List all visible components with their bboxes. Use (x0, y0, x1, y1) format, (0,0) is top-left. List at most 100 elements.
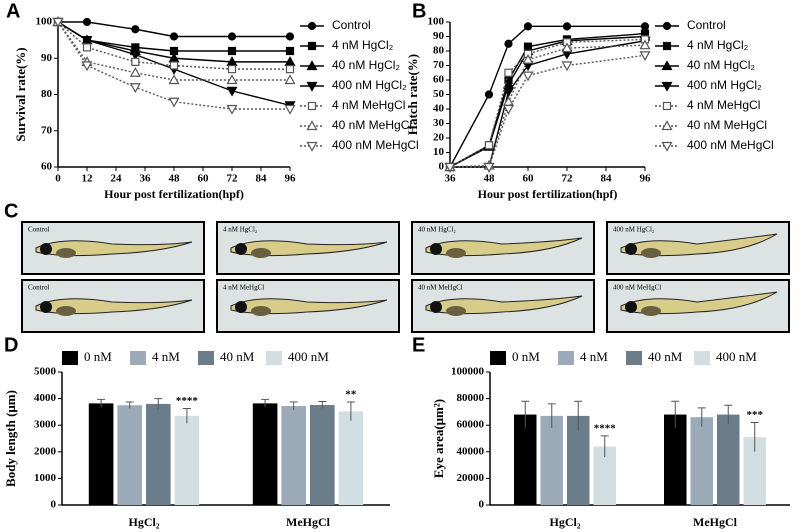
y-axis-label: Survival rate(%) (13, 47, 28, 141)
x-axis-label: Hour post fertilization(hpf) (104, 187, 244, 201)
error-bar (671, 400, 680, 428)
marker (168, 74, 180, 85)
x-tick-label: MeHgCl (286, 515, 331, 529)
legend-marker (662, 101, 672, 111)
image-label: 40 nM HgCl₂ (418, 226, 456, 234)
marker (227, 65, 237, 74)
marker (226, 86, 238, 97)
error-bar (97, 398, 106, 408)
larva-yolk (251, 306, 271, 316)
bar (252, 403, 278, 505)
y-tick-label: 60000 (457, 419, 485, 431)
marker (129, 67, 141, 77)
marker (284, 74, 296, 85)
legend-label: 4 nM (152, 349, 180, 364)
marker (522, 71, 534, 82)
legend-swatch (130, 351, 146, 365)
panel-label: B (412, 0, 426, 22)
larva-body (620, 291, 778, 315)
series-line (57, 21, 290, 81)
marker (169, 61, 179, 70)
legend-swatch (558, 351, 574, 365)
x-tick-label: 48 (169, 173, 181, 185)
error-bar (125, 401, 134, 409)
legend-label: 0 nM (84, 349, 112, 364)
legend-swatch (626, 351, 642, 365)
y-tick-label: 80000 (457, 392, 485, 404)
marker (504, 68, 513, 77)
marker (640, 22, 650, 31)
bar (743, 437, 766, 505)
significance: **** (594, 422, 617, 434)
y-tick-label: 100 (36, 16, 53, 28)
legend-label: 40 nM (220, 349, 255, 364)
y-tick-label: 100000 (451, 366, 485, 378)
larva-yolk (56, 248, 76, 258)
x-tick-label: MeHgCl (693, 515, 738, 529)
larva-yolk (446, 306, 466, 316)
image-label: 400 nM HgCl₂ (613, 226, 655, 234)
legend-marker (307, 21, 317, 31)
bar (664, 414, 687, 505)
marker (504, 39, 513, 48)
legend-label: Control (332, 18, 371, 32)
legend-label: 40 nM MeHgCl (332, 118, 412, 132)
panel-label: E (412, 334, 425, 356)
x-tick-label: 96 (285, 173, 297, 185)
y-tick-label: 40 (433, 103, 445, 115)
marker (562, 22, 572, 31)
series-line (449, 38, 646, 168)
significance: **** (176, 395, 199, 407)
marker (522, 53, 534, 64)
marker (561, 42, 573, 53)
error-bar (289, 401, 298, 411)
panel-label: D (4, 334, 18, 356)
larva-body (620, 233, 778, 257)
larva-eye (235, 243, 247, 255)
larva-yolk (641, 306, 661, 316)
legend-label: 4 nM MeHgCl (332, 98, 405, 112)
error-bar (547, 403, 556, 428)
y-tick-label: 2000 (34, 445, 57, 457)
legend-marker (662, 41, 672, 51)
bar (717, 414, 740, 505)
x-tick-label: 36 (445, 173, 457, 185)
marker (168, 97, 180, 108)
y-tick-label: 20000 (457, 472, 485, 484)
y-tick-label: 90 (433, 30, 445, 42)
marker (285, 65, 295, 74)
bar (117, 405, 142, 505)
y-tick-label: 30 (433, 117, 445, 129)
marker (284, 104, 296, 115)
x-tick-label: 96 (640, 173, 652, 185)
y-tick-label: 100 (428, 16, 445, 28)
error-bar (600, 435, 609, 458)
legend-swatch (694, 351, 710, 365)
bar (88, 403, 114, 505)
larva-yolk (251, 248, 271, 258)
series-line (449, 44, 646, 168)
legend-marker (661, 141, 673, 152)
x-tick-label: 84 (256, 173, 268, 185)
larva-eye (40, 243, 52, 255)
legend-swatch (62, 351, 78, 365)
y-tick-label: 5000 (34, 366, 57, 378)
y-tick-label: 60 (433, 74, 445, 86)
bar (146, 403, 171, 505)
error-bar (574, 400, 583, 431)
marker (444, 162, 456, 173)
marker (81, 61, 93, 72)
marker (484, 90, 494, 99)
x-tick-label: 60 (523, 173, 535, 185)
image-label: 4 nM MeHgCl (223, 284, 264, 292)
legend-label: 4 nM HgCl₂ (332, 38, 394, 52)
legend-label: 40 nM HgCl₂ (332, 58, 400, 72)
marker (82, 43, 92, 52)
y-tick-label: 0 (51, 499, 57, 511)
error-bar (697, 407, 706, 427)
legend-label: 40 nM (648, 349, 683, 364)
marker (285, 46, 295, 56)
error-bar (318, 401, 327, 409)
marker (639, 51, 651, 62)
